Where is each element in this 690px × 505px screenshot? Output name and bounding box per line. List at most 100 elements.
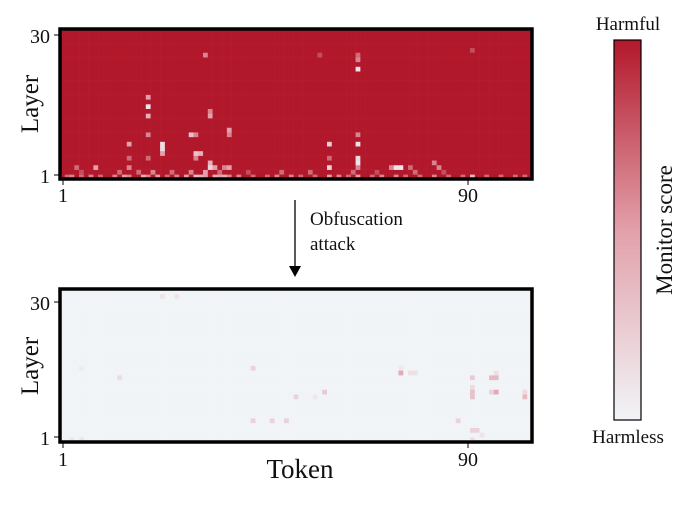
heatmap-cell: [460, 174, 466, 180]
heatmap-cell: [74, 85, 80, 91]
heatmap-cell: [155, 413, 161, 419]
heatmap-cell: [503, 150, 509, 156]
heatmap-cell: [503, 418, 509, 424]
heatmap-cell: [293, 379, 299, 385]
heatmap-cell: [274, 432, 280, 438]
heatmap-cell: [231, 104, 237, 109]
heatmap-cell: [393, 71, 399, 77]
heatmap-cell: [322, 66, 328, 72]
heatmap-cell: [274, 408, 280, 414]
heatmap-cell: [346, 432, 352, 438]
heatmap-cell: [60, 164, 66, 170]
heatmap-cell: [236, 127, 242, 133]
heatmap-cell: [522, 155, 528, 161]
heatmap-cell: [408, 61, 414, 67]
heatmap-cell: [517, 122, 523, 128]
heatmap-cell: [336, 422, 342, 428]
heatmap-cell: [236, 104, 242, 109]
heatmap-cell: [470, 132, 476, 138]
heatmap-cell: [203, 85, 209, 91]
heatmap-cell: [455, 160, 461, 166]
heatmap-cell: [522, 29, 528, 34]
heatmap-cell: [284, 375, 290, 381]
heatmap-cell: [174, 351, 180, 357]
heatmap-cell: [217, 127, 223, 133]
heatmap-cell: [74, 150, 80, 156]
heatmap-cell: [198, 389, 204, 395]
heatmap-cell: [260, 403, 266, 409]
heatmap-cell: [331, 174, 337, 180]
heatmap-cell: [269, 75, 275, 81]
heatmap-cell: [388, 394, 395, 400]
heatmap-cell: [360, 389, 366, 395]
heatmap-cell: [112, 408, 118, 414]
heatmap-cell: [83, 80, 89, 86]
heatmap-cell: [74, 398, 80, 405]
heatmap-cell: [489, 52, 495, 58]
heatmap-cell: [517, 160, 523, 166]
heatmap-cell: [236, 394, 242, 400]
heatmap-cell: [269, 57, 275, 63]
heatmap-cell: [188, 355, 194, 362]
heatmap-cell: [441, 108, 447, 114]
heatmap-cell: [98, 132, 104, 138]
heatmap-cell: [460, 99, 466, 105]
heatmap-cell: [360, 160, 366, 166]
heatmap-cell: [365, 47, 371, 53]
heatmap-cell: [398, 61, 404, 67]
heatmap-cell: [174, 379, 180, 385]
heatmap-cell: [503, 365, 509, 371]
heatmap-cell: [493, 174, 499, 180]
heatmap-cell: [64, 113, 70, 119]
heatmap-cell: [150, 127, 156, 133]
heatmap-cell: [450, 104, 457, 109]
heatmap-cell: [279, 169, 285, 175]
heatmap-cell: [112, 57, 118, 63]
heatmap-cell: [136, 118, 142, 124]
heatmap-cell: [517, 150, 523, 156]
heatmap-cell: [489, 155, 495, 161]
heatmap-cell: [527, 146, 533, 152]
heatmap-cell: [179, 418, 185, 424]
heatmap-cell: [460, 155, 466, 161]
heatmap-cell: [198, 29, 204, 34]
heatmap-cell: [312, 108, 318, 114]
heatmap-cell: [241, 164, 247, 170]
heatmap-cell: [160, 403, 166, 409]
heatmap-cell: [417, 160, 423, 166]
heatmap-cell: [431, 427, 437, 433]
heatmap-cell: [226, 365, 232, 371]
heatmap-cell: [341, 408, 347, 414]
heatmap-cell: [169, 379, 175, 385]
heatmap-cell: [307, 403, 313, 409]
heatmap-cell: [265, 174, 271, 180]
heatmap-cell: [207, 127, 213, 133]
heatmap-cell: [136, 418, 142, 424]
heatmap-cell: [508, 432, 514, 438]
heatmap-cell: [231, 71, 237, 77]
heatmap-cell: [88, 132, 94, 138]
heatmap-cell: [403, 164, 409, 170]
heatmap-cell: [83, 365, 89, 371]
heatmap-cell: [322, 141, 328, 147]
heatmap-cell: [436, 365, 442, 371]
heatmap-cell: [326, 413, 333, 419]
heatmap-cell: [431, 132, 437, 138]
heatmap-cell: [160, 132, 166, 138]
heatmap-cell: [260, 398, 266, 405]
heatmap-cell: [64, 403, 70, 409]
heatmap-cell: [83, 43, 89, 49]
heatmap-cell: [374, 155, 380, 161]
heatmap-cell: [245, 164, 252, 170]
heatmap-cell: [179, 174, 185, 180]
heatmap-cell: [136, 122, 142, 128]
heatmap-cell: [388, 66, 395, 72]
heatmap-cell: [64, 141, 70, 147]
heatmap-cell: [346, 66, 352, 72]
heatmap-cell: [98, 57, 104, 63]
heatmap-cell: [160, 146, 166, 152]
heatmap-cell: [341, 150, 347, 156]
heatmap-cell: [155, 61, 161, 67]
heatmap-cell: [408, 379, 414, 385]
heatmap-cell: [150, 141, 156, 147]
